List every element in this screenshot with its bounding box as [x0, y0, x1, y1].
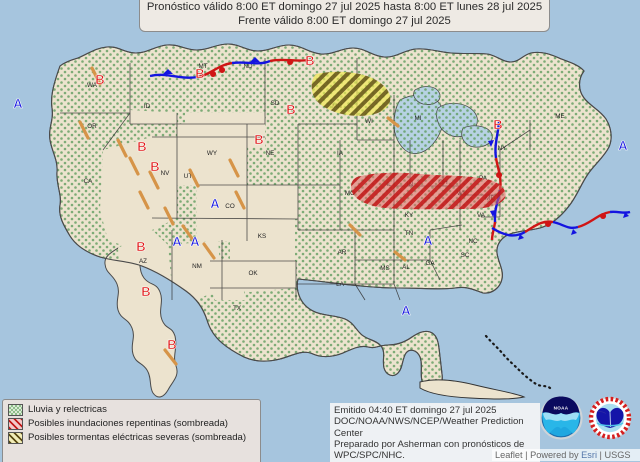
svg-text:MS: MS — [380, 265, 389, 272]
svg-text:AR: AR — [338, 249, 347, 256]
svg-text:WY: WY — [207, 150, 218, 157]
svg-text:SC: SC — [461, 252, 470, 259]
svg-text:NV: NV — [161, 170, 171, 177]
svg-text:WI: WI — [365, 118, 373, 125]
svg-text:NM: NM — [192, 263, 202, 270]
svg-text:B: B — [137, 139, 146, 154]
svg-text:A: A — [172, 234, 182, 249]
svg-text:A: A — [13, 96, 23, 111]
svg-text:A: A — [210, 196, 220, 211]
svg-text:AZ: AZ — [139, 258, 147, 265]
svg-text:B: B — [167, 337, 176, 352]
svg-text:MI: MI — [415, 115, 422, 122]
svg-text:B: B — [493, 117, 502, 132]
svg-text:B: B — [286, 102, 295, 117]
svg-text:B: B — [95, 72, 104, 87]
svg-text:KS: KS — [258, 233, 266, 240]
svg-text:B: B — [195, 66, 204, 81]
svg-text:AL: AL — [402, 264, 410, 271]
svg-text:GA: GA — [425, 260, 435, 267]
svg-text:B: B — [150, 159, 159, 174]
svg-text:NE: NE — [266, 150, 275, 157]
svg-text:B: B — [254, 132, 263, 147]
svg-text:B: B — [141, 284, 150, 299]
svg-text:SD: SD — [271, 100, 280, 107]
svg-text:ID: ID — [144, 103, 151, 110]
svg-text:OR: OR — [87, 123, 97, 130]
svg-text:NOAA: NOAA — [554, 406, 569, 411]
svg-text:NC: NC — [468, 238, 478, 245]
svg-text:NY: NY — [498, 145, 508, 152]
svg-text:KY: KY — [405, 212, 414, 219]
svg-text:LA: LA — [336, 281, 345, 288]
svg-text:CA: CA — [84, 178, 94, 185]
svg-text:CO: CO — [225, 203, 235, 210]
svg-text:IA: IA — [337, 150, 344, 157]
svg-text:ME: ME — [555, 113, 564, 120]
svg-text:OK: OK — [248, 270, 258, 277]
svg-text:A: A — [401, 303, 411, 318]
svg-text:B: B — [136, 239, 145, 254]
svg-text:A: A — [423, 233, 433, 248]
svg-text:A: A — [618, 138, 628, 153]
svg-text:B: B — [305, 53, 314, 68]
svg-text:TN: TN — [405, 230, 414, 237]
svg-text:TX: TX — [233, 305, 242, 312]
svg-text:A: A — [190, 234, 200, 249]
svg-text:VA: VA — [477, 212, 486, 219]
